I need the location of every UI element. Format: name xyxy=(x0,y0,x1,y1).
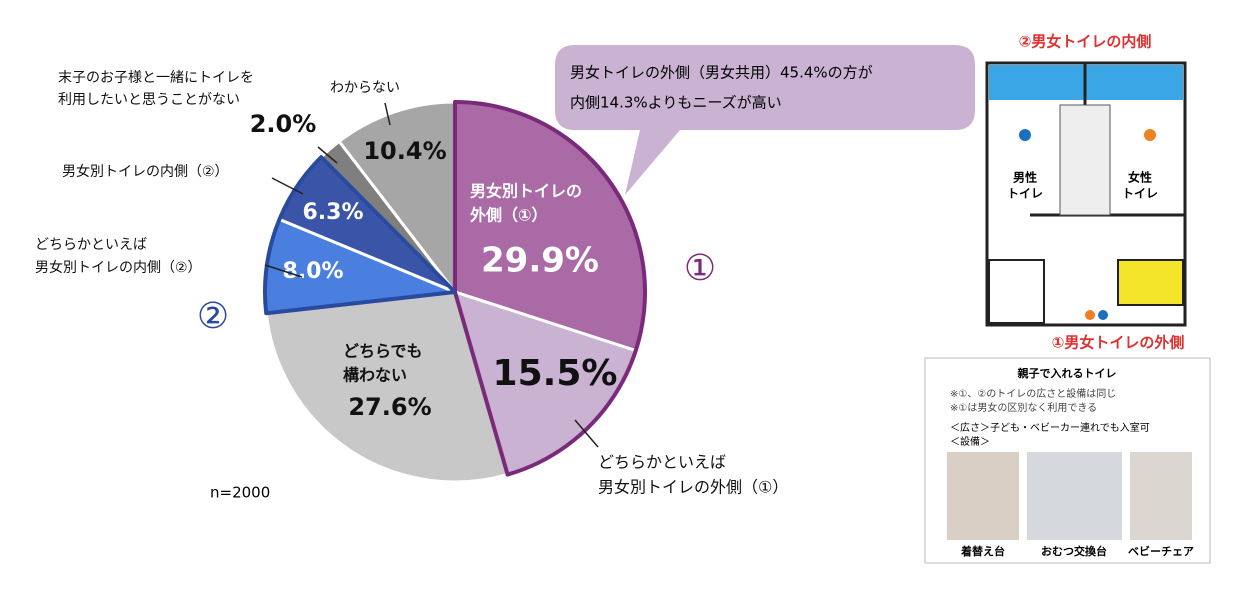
photo xyxy=(1027,452,1122,540)
value-label: 10.4% xyxy=(363,137,446,165)
label: ②男女トイレの内側 xyxy=(1019,33,1152,51)
pie: 29.9%男女別トイレの外側（①）15.5%どちらかといえば男女別トイレの外側（… xyxy=(35,70,788,497)
callout: 男女トイレの外側（男女共用）45.4%の方が 内側14.3%よりもニーズが高い xyxy=(555,45,975,195)
box-title: 親子で入れるトイレ xyxy=(1018,366,1117,380)
leader-line xyxy=(271,177,304,195)
category-label: どちらでも xyxy=(343,342,423,361)
icon xyxy=(1085,310,1095,320)
value-label: 29.9% xyxy=(481,241,599,281)
group-outline xyxy=(453,100,647,477)
category-label: 男女別トイレの内側（②） xyxy=(35,259,202,276)
icon xyxy=(1098,310,1108,320)
value-label: 2.0% xyxy=(250,110,317,138)
photo-caption: ベビーチェア xyxy=(1128,544,1194,558)
photo xyxy=(947,452,1019,540)
icon xyxy=(1019,129,1031,141)
photo xyxy=(1130,452,1192,540)
value-label: 15.5% xyxy=(493,353,618,394)
category-label: 末子のお子様と一緒にトイレを xyxy=(58,70,254,86)
category-label: どちらかといえば xyxy=(598,453,726,472)
value-label: 27.6% xyxy=(348,393,431,421)
note: ※①、②のトイレの広さと設備は同じ xyxy=(950,387,1116,400)
leader-line xyxy=(317,146,338,164)
floor-plan: ②男女トイレの内側 男性 トイレ 女性 トイレ ①男女トイレの外側 xyxy=(985,33,1187,352)
category-label: 利用したいと思うことがない xyxy=(58,92,240,108)
callout-bubble xyxy=(555,45,975,195)
icon xyxy=(1144,129,1156,141)
label: トイレ xyxy=(1007,187,1043,201)
label: 女性 xyxy=(1128,170,1152,185)
value-label: 6.3% xyxy=(302,200,363,225)
outer-toilet xyxy=(1117,259,1184,306)
category-label: 男女別トイレの外側（①） xyxy=(598,478,788,497)
n-label: n=2000 xyxy=(210,484,270,502)
slice xyxy=(337,100,457,297)
callout-text: 男女トイレの外側（男女共用）45.4%の方が xyxy=(570,64,873,82)
callout-text: 内側14.3%よりもニーズが高い xyxy=(570,94,782,112)
leader-line xyxy=(264,264,303,278)
label: ①男女トイレの外側 xyxy=(1052,334,1185,352)
photo-caption: おむつ交換台 xyxy=(1041,544,1107,558)
note: ＜設備＞ xyxy=(950,435,990,448)
leader-line xyxy=(574,419,599,448)
photo-caption: 着替え台 xyxy=(960,544,1005,558)
slice xyxy=(264,290,510,484)
category-label: 外側（①） xyxy=(469,206,548,225)
label: トイレ xyxy=(1122,187,1158,201)
marker: ② xyxy=(197,296,229,337)
category-label: わからない xyxy=(330,80,400,96)
label: 男性 xyxy=(1013,170,1037,185)
group-outline xyxy=(263,155,457,316)
category-label: 男女別トイレの xyxy=(470,182,582,201)
value-label: 8.0% xyxy=(282,259,343,284)
stalls xyxy=(1059,104,1111,216)
note: ＜広さ＞子ども・ベビーカー連れでも入室可 xyxy=(950,421,1150,434)
marker: ① xyxy=(684,248,716,289)
category-label: 男女別トイレの内側（②） xyxy=(62,163,229,180)
category-label: 構わない xyxy=(343,366,407,385)
accessible-toilet xyxy=(988,259,1045,324)
leader-line xyxy=(384,102,391,126)
category-label: どちらかといえば xyxy=(35,237,147,253)
note: ※①は男女の区別なく利用できる xyxy=(950,401,1097,414)
info-box: 親子で入れるトイレ ※①、②のトイレの広さと設備は同じ ※①は男女の区別なく利用… xyxy=(924,357,1211,564)
